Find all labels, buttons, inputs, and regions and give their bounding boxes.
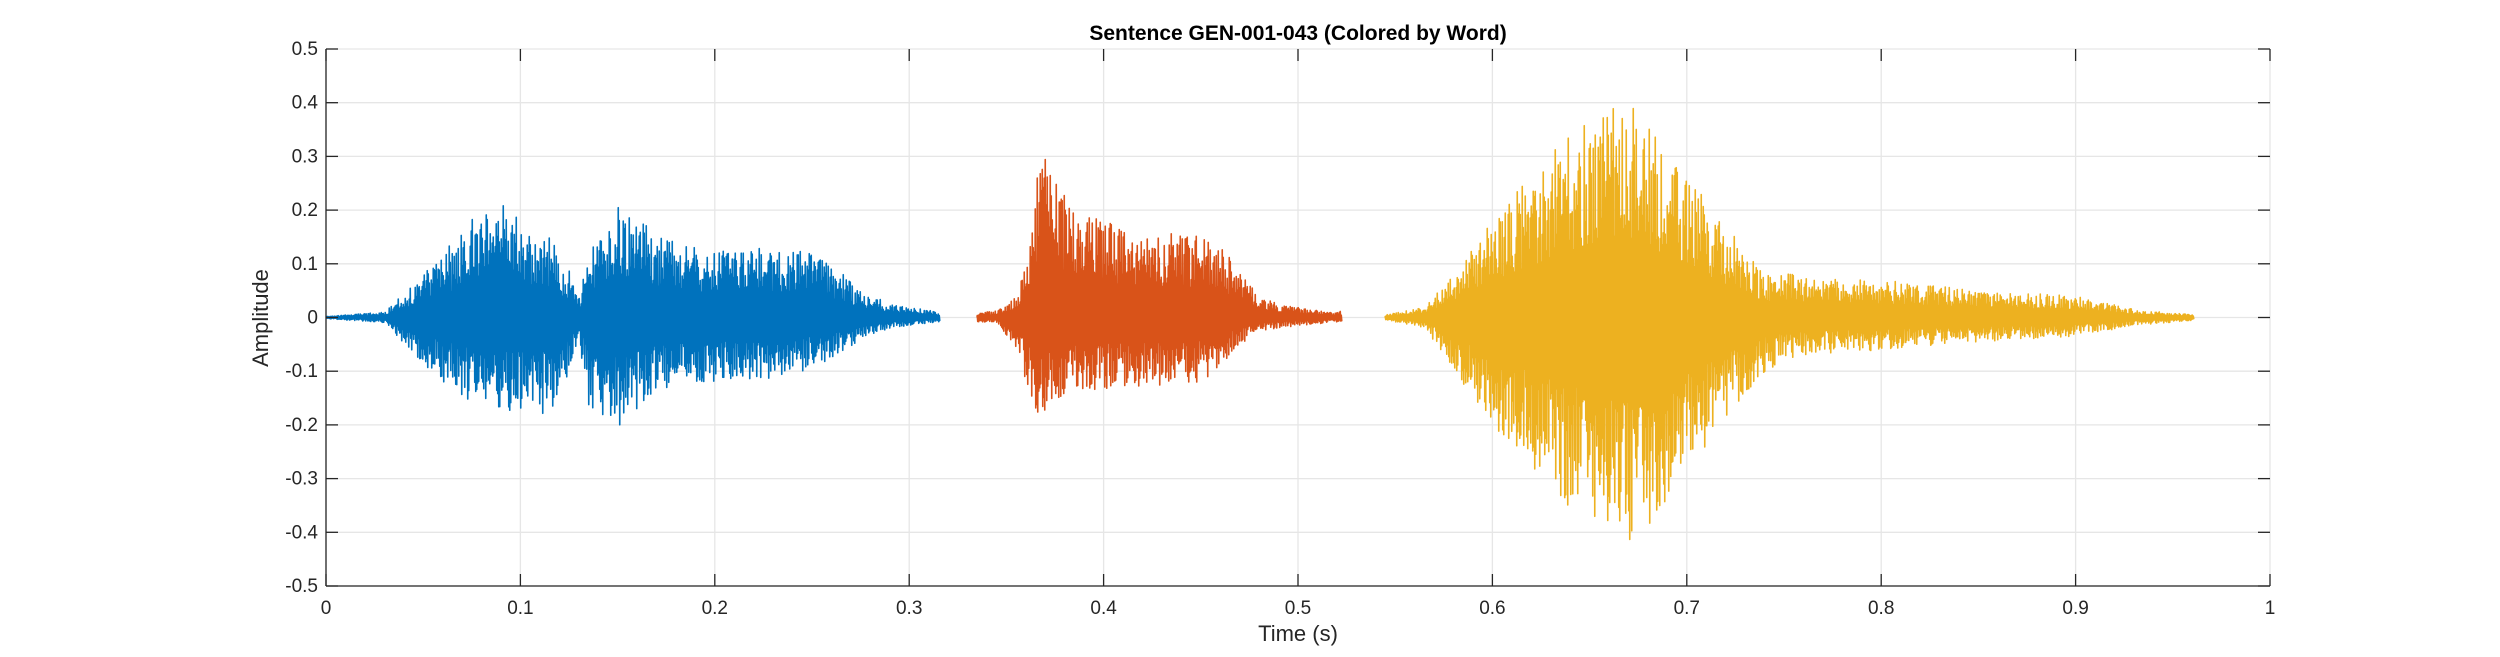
x-tick-label: 0.1 — [507, 598, 533, 619]
y-tick-label: 0 — [307, 308, 318, 329]
y-tick-label: 0.2 — [292, 200, 318, 221]
waveform-series-2 — [976, 158, 1343, 413]
y-tick-label: -0.4 — [285, 522, 318, 543]
x-tick-label: 0.9 — [2062, 598, 2088, 619]
y-tick-label: 0.5 — [292, 39, 318, 60]
x-tick-label: 0.7 — [1674, 598, 1700, 619]
x-axis-label: Time (s) — [1258, 621, 1338, 646]
y-tick-label: 0.3 — [292, 146, 318, 167]
x-tick-label: 0.4 — [1090, 598, 1117, 619]
x-tick-label: 0 — [321, 598, 332, 619]
y-tick-label: 0.1 — [292, 254, 318, 275]
y-tick-label: -0.1 — [285, 361, 318, 382]
x-tick-label: 0.6 — [1479, 598, 1505, 619]
x-tick-label: 0.8 — [1868, 598, 1894, 619]
waveform-series-1 — [325, 205, 941, 426]
axes — [325, 48, 2271, 587]
chart-title: Sentence GEN-001-043 (Colored by Word) — [1089, 22, 1506, 45]
y-tick-label: -0.5 — [285, 576, 318, 597]
y-axis-label: Amplitude — [248, 269, 273, 367]
x-tick-label: 0.5 — [1285, 598, 1311, 619]
x-tick-label: 0.3 — [896, 598, 922, 619]
x-tick-label: 0.2 — [702, 598, 728, 619]
y-tick-labels: 0.5 0.4 0.3 0.2 0.1 0 -0.1 -0.2 -0.3 -0.4 -0.5 — [285, 39, 318, 597]
y-tick-label: -0.2 — [285, 415, 318, 436]
x-tick-labels: 0 0.1 0.2 0.3 0.4 0.5 0.6 0.7 0.8 0.9 1 — [321, 598, 2276, 619]
y-tick-label: -0.3 — [285, 469, 318, 490]
waveform-traces — [325, 107, 2195, 541]
x-tick-label: 1 — [2265, 598, 2276, 619]
y-tick-label: 0.4 — [292, 93, 319, 114]
waveform-series-3 — [1384, 107, 2195, 541]
